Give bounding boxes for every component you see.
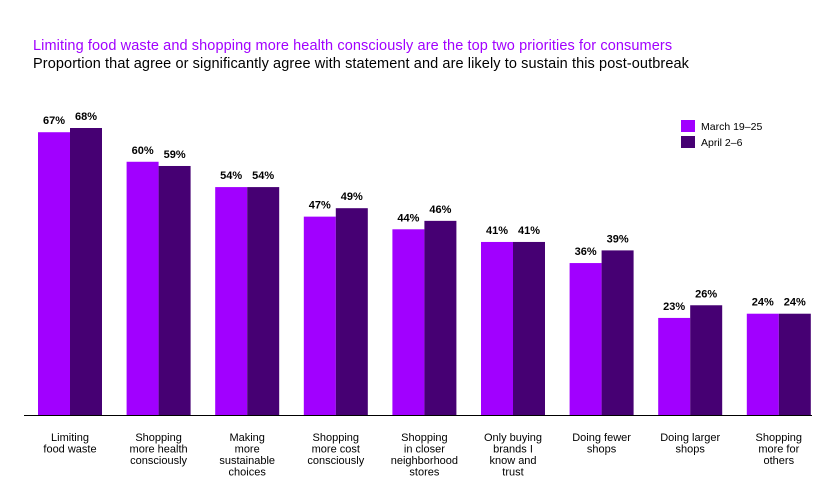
chart-title: Limiting food waste and shopping more he… [33, 38, 673, 54]
bar-series2-8 [778, 313, 811, 415]
bar-series1-2 [215, 187, 248, 415]
category-label-3: Shopping more cost consciously [307, 432, 364, 467]
category-label-1: Shopping more health consciously [130, 432, 188, 467]
legend-swatch-series1 [681, 120, 695, 132]
bar-series2-5 [513, 241, 545, 415]
bar-series1-3 [303, 216, 336, 415]
bar-series2-1 [158, 165, 191, 415]
data-label-series2-1: 59% [164, 149, 186, 161]
bar-series1-0 [38, 132, 70, 415]
bar-series1-4 [392, 229, 425, 415]
legend-label-series2: April 2–6 [701, 137, 743, 149]
data-label-series2-7: 26% [695, 288, 717, 300]
data-label-series2-8: 24% [784, 297, 806, 309]
data-label-series1-4: 44% [397, 212, 419, 224]
data-label-series2-0: 68% [75, 111, 97, 123]
bar-series1-7 [658, 317, 691, 415]
bar-series1-6 [569, 263, 602, 415]
data-label-series2-6: 39% [607, 233, 629, 245]
bar-series2-3 [335, 208, 368, 415]
bar-series2-7 [690, 305, 723, 415]
bar-series1-8 [746, 313, 779, 415]
data-label-series1-0: 67% [43, 115, 65, 127]
bar-series1-1 [126, 161, 159, 415]
data-label-series1-8: 24% [752, 297, 774, 309]
bar-series2-2 [247, 187, 280, 415]
data-label-series2-4: 46% [429, 204, 451, 216]
data-label-series1-7: 23% [663, 301, 685, 313]
data-label-series1-1: 60% [132, 145, 154, 157]
category-label-6: Doing fewer shops [572, 432, 631, 456]
bar-series1-5 [481, 241, 513, 415]
category-label-4: Shopping in closer neighborhood stores [391, 432, 458, 479]
data-label-series1-6: 36% [575, 246, 597, 258]
bar-series2-4 [424, 220, 457, 415]
category-label-8: Shopping more for others [756, 432, 803, 467]
category-label-0: Limiting food waste [43, 432, 96, 456]
category-label-7: Doing larger shops [660, 432, 720, 456]
data-label-series2-5: 41% [518, 225, 540, 237]
category-label-2: Making more sustainable choices [219, 432, 275, 479]
data-label-series1-5: 41% [486, 225, 508, 237]
bar-series2-0 [70, 128, 102, 415]
legend-swatch-series2 [681, 136, 695, 148]
data-label-series2-3: 49% [341, 191, 363, 203]
data-label-series1-2: 54% [220, 170, 242, 182]
data-label-series1-3: 47% [309, 200, 331, 212]
legend-label-series1: March 19–25 [701, 121, 762, 133]
data-label-series2-2: 54% [252, 170, 274, 182]
bar-series2-6 [601, 250, 634, 415]
chart-subtitle: Proportion that agree or significantly a… [33, 56, 689, 72]
